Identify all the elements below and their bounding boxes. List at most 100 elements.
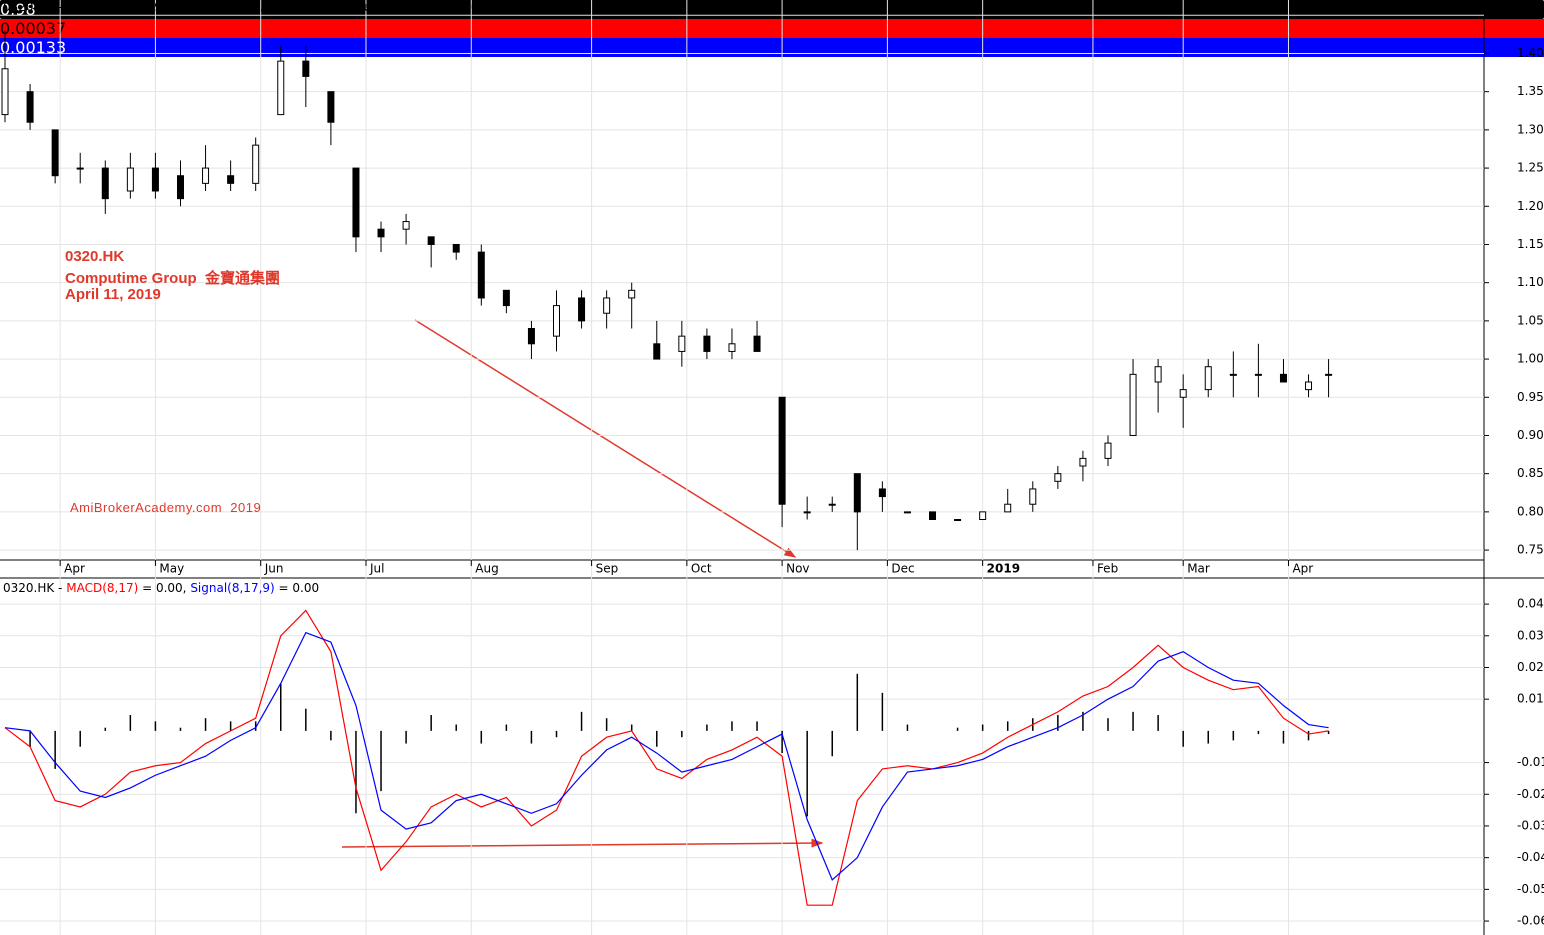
candle-body	[1029, 488, 1037, 505]
candle-body	[527, 328, 535, 345]
y-tick-label: -0.05	[1517, 882, 1544, 896]
x-tick-label: May	[159, 562, 184, 576]
candle-body	[778, 396, 786, 505]
y-tick-label: 1.00	[1517, 352, 1544, 366]
candle-body	[878, 488, 886, 498]
x-tick-label: Mar	[1187, 562, 1210, 576]
candle-body	[1179, 389, 1187, 398]
y-tick-label: 0.85	[1517, 466, 1544, 480]
candle-body	[553, 305, 560, 337]
candle-body	[126, 167, 134, 192]
candle-body	[828, 503, 836, 506]
x-tick-label: Nov	[786, 562, 809, 576]
candle-body	[402, 221, 410, 230]
candle-body	[1305, 381, 1313, 391]
candle-body	[954, 519, 962, 522]
annotation: 0320.HK	[65, 248, 125, 265]
y-tick-label: -0.01	[1517, 755, 1544, 769]
candle-body	[227, 175, 235, 184]
candle-body	[252, 144, 260, 184]
y-tick-label: 0.80	[1517, 504, 1544, 518]
x-tick-label: 2019	[987, 562, 1020, 576]
y-tick-label: 0.75	[1517, 543, 1544, 557]
candle-body	[151, 167, 159, 192]
x-tick-label: Apr	[1292, 562, 1313, 576]
candle-body	[803, 511, 811, 514]
x-tick-label: Aug	[475, 562, 498, 576]
legend-entry: Signal(8,17,9)	[190, 581, 275, 595]
candle-body	[603, 297, 611, 314]
candle-body	[728, 343, 736, 352]
candle-body	[26, 91, 34, 123]
last-price: 0.98	[0, 0, 1544, 19]
y-tick-label: 1.35	[1517, 84, 1544, 98]
annotation: April 11, 2019	[65, 286, 161, 303]
x-tick-label: Sep	[596, 562, 619, 576]
candle-body	[753, 335, 761, 352]
y-tick-label: -0.06	[1517, 914, 1544, 928]
y-tick-label: 1.45	[1517, 8, 1544, 22]
candle-body	[327, 91, 335, 123]
price-header: 0320.HK - Daily 11/4/2019 Open 0.98, Hi …	[3, 0, 479, 14]
readout: = 0.00,	[138, 581, 191, 595]
candle-body	[678, 335, 686, 352]
candle-body	[703, 335, 711, 352]
last-value-badge: 0.00037	[0, 19, 1544, 38]
divergence-arrow	[341, 838, 824, 848]
candle-body	[1254, 373, 1262, 376]
candle-body	[1154, 366, 1162, 383]
candle-body	[1104, 442, 1112, 459]
candle-body	[51, 129, 59, 177]
trend-arrow	[414, 319, 797, 558]
candle-body	[628, 289, 636, 299]
candle-body	[101, 167, 109, 200]
y-tick-label: 1.40	[1517, 46, 1544, 60]
y-tick-label: 1.20	[1517, 199, 1544, 213]
candle-body	[1, 68, 9, 116]
candle-body	[653, 343, 661, 360]
x-tick-label: Jul	[369, 562, 384, 576]
candle-body	[1079, 457, 1087, 467]
y-tick-label: -0.03	[1517, 818, 1544, 832]
candle-body	[1204, 366, 1212, 391]
macd-line	[4, 609, 1329, 906]
candle-body	[1054, 473, 1062, 482]
candle-body	[853, 473, 861, 513]
candle-body	[502, 289, 510, 307]
ticker: 0320.HK -	[3, 581, 67, 595]
candle-body	[352, 167, 360, 238]
x-tick-label: Dec	[891, 562, 914, 576]
y-tick-label: -0.02	[1517, 787, 1544, 801]
candle-body	[903, 511, 911, 514]
macd-line	[4, 631, 1329, 881]
candle-body	[1279, 373, 1287, 383]
candle-body	[377, 228, 385, 238]
readout: = 0.00	[274, 581, 320, 595]
x-tick-label: Feb	[1097, 562, 1118, 576]
candle-body	[1325, 373, 1333, 376]
candle-body	[302, 60, 310, 77]
y-tick-label: 0.90	[1517, 428, 1544, 442]
candle-body	[979, 511, 987, 521]
candle-body	[176, 175, 184, 200]
x-tick-label: Oct	[691, 562, 712, 576]
y-tick-label: 0.04	[1517, 597, 1544, 611]
candle-body	[202, 167, 210, 184]
candle-body	[477, 251, 485, 299]
watermark: AmiBrokerAcademy.com 2019	[70, 500, 262, 515]
x-tick-label: Apr	[64, 562, 85, 576]
legend-entry: MACD(8,17)	[66, 581, 139, 595]
x-tick-label: Jun	[264, 562, 284, 576]
candle-body	[578, 297, 586, 322]
annotation: Computime Group 金寶通集團	[65, 270, 280, 287]
candle-body	[1229, 373, 1237, 376]
candle-body	[277, 60, 285, 116]
candle-body	[1129, 373, 1137, 436]
y-tick-label: 1.05	[1517, 313, 1544, 327]
y-tick-label: 1.15	[1517, 237, 1544, 251]
y-tick-label: -0.04	[1517, 850, 1544, 864]
candle-body	[76, 167, 84, 170]
macd-header: 0320.HK - MACD(8,17) = 0.00, Signal(8,17…	[3, 581, 319, 595]
y-tick-label: 0.95	[1517, 390, 1544, 404]
y-tick-label: 0.01	[1517, 692, 1544, 706]
